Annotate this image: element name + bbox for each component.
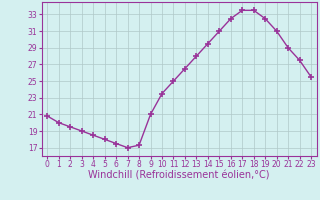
- X-axis label: Windchill (Refroidissement éolien,°C): Windchill (Refroidissement éolien,°C): [88, 171, 270, 181]
